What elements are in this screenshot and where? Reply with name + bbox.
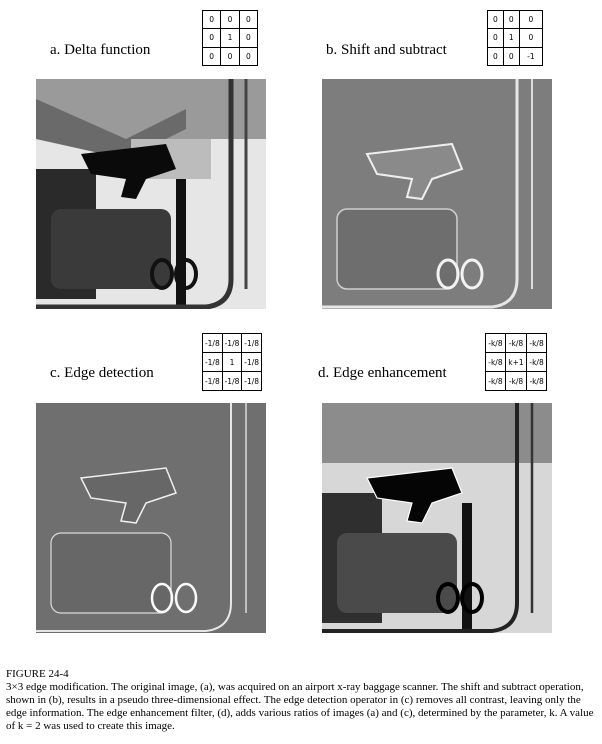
kernel-cell: 1 xyxy=(221,352,243,372)
kernel-cell: -k/8 xyxy=(485,333,506,353)
kernel-cell: -1/8 xyxy=(241,333,262,353)
kernel-cell: 1 xyxy=(220,28,240,48)
kernel-cell: -1 xyxy=(518,46,544,67)
kernel-cell: -k/8 xyxy=(526,371,547,391)
kernel-cell: 0 xyxy=(487,28,504,48)
panel-d-label: d. Edge enhancement xyxy=(318,365,447,381)
xray-image-edge-detection xyxy=(36,403,266,633)
kernel-cell: 0 xyxy=(201,28,222,48)
kernel-cell: 0 xyxy=(238,28,259,48)
kernel-cell: 0 xyxy=(518,28,544,48)
figure-caption-text: 3×3 edge modification. The original imag… xyxy=(6,681,594,732)
kernel-cell: -k/8 xyxy=(504,371,528,391)
kernel-cell: 0 xyxy=(201,9,222,30)
kernel-cell: -1/8 xyxy=(202,333,223,353)
kernel-cell: -1/8 xyxy=(241,371,262,391)
kernel-cell: -1/8 xyxy=(241,352,262,372)
kernel-cell: -k/8 xyxy=(485,371,506,391)
kernel-cell: 0 xyxy=(487,9,504,30)
kernel-cell: 0 xyxy=(220,46,240,67)
panel-c-kernel: -1/8 -1/8 -1/8 -1/8 1 -1/8 -1/8 -1/8 -1/8 xyxy=(202,333,262,391)
kernel-cell: 0 xyxy=(518,9,544,30)
kernel-cell: -k/8 xyxy=(504,333,528,353)
kernel-cell: 1 xyxy=(502,28,520,48)
panel-d-kernel: -k/8 -k/8 -k/8 -k/8 k+1 -k/8 -k/8 -k/8 -k/8 xyxy=(485,333,547,391)
xray-image-delta xyxy=(36,79,266,309)
figure-caption: FIGURE 24-4 3×3 edge modification. The o… xyxy=(6,668,598,733)
kernel-cell: 0 xyxy=(238,9,259,30)
kernel-cell: 0 xyxy=(220,9,240,30)
figure-caption-title: FIGURE 24-4 xyxy=(6,668,69,680)
kernel-cell: k+1 xyxy=(504,352,528,372)
kernel-cell: -k/8 xyxy=(526,352,547,372)
xray-image-edge-enhancement xyxy=(322,403,552,633)
xray-image-shift-subtract xyxy=(322,79,552,309)
kernel-cell: -1/8 xyxy=(202,371,223,391)
panel-c-label: c. Edge detection xyxy=(50,365,154,381)
panel-b-label: b. Shift and subtract xyxy=(326,42,447,58)
kernel-cell: -1/8 xyxy=(202,352,223,372)
kernel-cell: -1/8 xyxy=(221,333,243,353)
kernel-cell: -1/8 xyxy=(221,371,243,391)
kernel-cell: 0 xyxy=(201,46,222,67)
kernel-cell: -k/8 xyxy=(526,333,547,353)
kernel-cell: 0 xyxy=(238,46,259,67)
kernel-cell: 0 xyxy=(502,46,520,67)
panel-a-label: a. Delta function xyxy=(50,42,151,58)
kernel-cell: 0 xyxy=(487,46,504,67)
kernel-cell: -k/8 xyxy=(485,352,506,372)
kernel-cell: 0 xyxy=(502,9,520,30)
